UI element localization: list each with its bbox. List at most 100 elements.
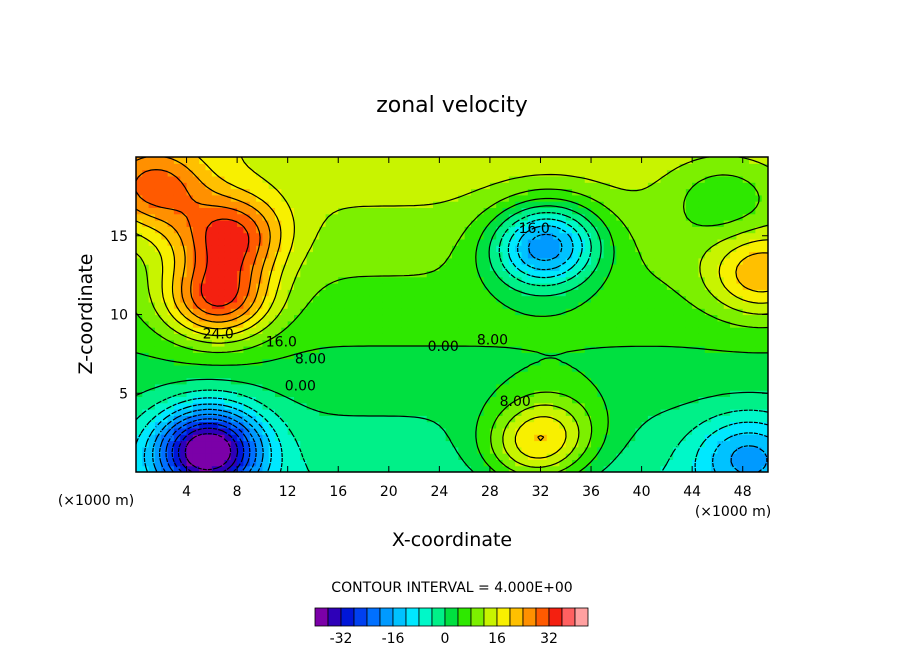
field-cell [464, 213, 472, 221]
field-cell [357, 264, 365, 271]
field-cell [249, 421, 257, 429]
field-cell [136, 459, 143, 467]
field-cell [281, 421, 289, 429]
field-cell [559, 207, 567, 215]
field-cell [591, 175, 598, 183]
field-cell [167, 175, 175, 183]
field-cell [363, 232, 371, 240]
field-cell [464, 352, 472, 360]
field-cell [692, 352, 700, 360]
field-cell [534, 320, 542, 328]
contour-field [136, 157, 768, 472]
field-cell [546, 283, 554, 290]
field-cell [723, 207, 731, 215]
field-cell [483, 390, 491, 397]
field-cell [300, 213, 308, 221]
field-cell [616, 465, 624, 472]
field-cell [319, 157, 327, 164]
field-cell [755, 270, 763, 278]
field-cell [350, 327, 358, 334]
field-cell [237, 213, 245, 221]
field-cell [344, 226, 352, 234]
field-cell [654, 383, 662, 391]
field-cell [173, 453, 181, 460]
field-cell [603, 339, 611, 347]
field-cell [470, 251, 478, 259]
field-cell [363, 283, 371, 290]
field-cell [376, 440, 384, 448]
field-cell [452, 182, 459, 190]
field-cell [199, 409, 207, 416]
field-cell [603, 188, 611, 196]
field-cell [534, 440, 542, 448]
field-cell [635, 434, 643, 442]
field-cell [224, 264, 232, 271]
field-cell [230, 421, 238, 429]
field-cell [597, 421, 605, 429]
field-cell [414, 232, 421, 240]
field-cell [357, 421, 365, 429]
field-cell [622, 371, 630, 379]
field-cell [673, 459, 681, 467]
field-cell [205, 283, 213, 290]
field-cell [628, 453, 636, 460]
field-cell [515, 314, 523, 322]
field-cell [489, 320, 497, 328]
field-cell [369, 377, 377, 385]
field-cell [755, 371, 763, 379]
field-cell [300, 383, 308, 391]
field-cell [237, 453, 245, 460]
field-cell [426, 440, 434, 448]
field-cell [742, 264, 750, 271]
field-cell [369, 295, 377, 303]
field-cell [502, 289, 510, 297]
field-cell [325, 346, 333, 353]
field-cell [230, 201, 238, 208]
field-cell [218, 220, 226, 227]
field-cell [319, 314, 327, 322]
field-cell [654, 364, 662, 372]
field-cell [344, 459, 352, 467]
field-cell [736, 402, 744, 410]
field-cell [616, 371, 624, 379]
field-cell [325, 163, 333, 171]
field-cell [136, 377, 143, 385]
field-cell [761, 453, 768, 460]
field-cell [603, 402, 611, 410]
field-cell [704, 295, 712, 303]
field-cell [300, 465, 308, 472]
field-cell [439, 459, 447, 467]
field-cell [641, 320, 649, 328]
field-cell [338, 194, 346, 202]
field-cell [262, 238, 270, 246]
field-cell [660, 358, 668, 366]
field-cell [319, 169, 327, 177]
field-cell [553, 301, 561, 309]
field-cell [755, 283, 763, 290]
field-cell [666, 396, 674, 404]
field-cell [565, 207, 573, 215]
field-cell [761, 314, 768, 322]
field-cell [167, 220, 175, 227]
field-cell [395, 371, 403, 379]
field-cell [275, 327, 282, 334]
field-cell [742, 213, 750, 221]
field-cell [673, 251, 681, 259]
field-cell [673, 427, 681, 435]
field-cell [439, 163, 447, 171]
field-cell [407, 333, 415, 341]
field-cell [338, 201, 346, 208]
field-cell [148, 339, 156, 347]
field-cell [243, 333, 251, 341]
field-cell [205, 207, 213, 215]
field-cell [205, 320, 213, 328]
field-cell [711, 333, 719, 341]
field-cell [439, 157, 447, 164]
field-cell [199, 270, 207, 278]
field-cell [306, 339, 314, 347]
field-cell [749, 409, 756, 416]
field-cell [666, 339, 674, 347]
field-cell [508, 182, 516, 190]
field-cell [199, 333, 207, 341]
field-cell [483, 427, 491, 435]
